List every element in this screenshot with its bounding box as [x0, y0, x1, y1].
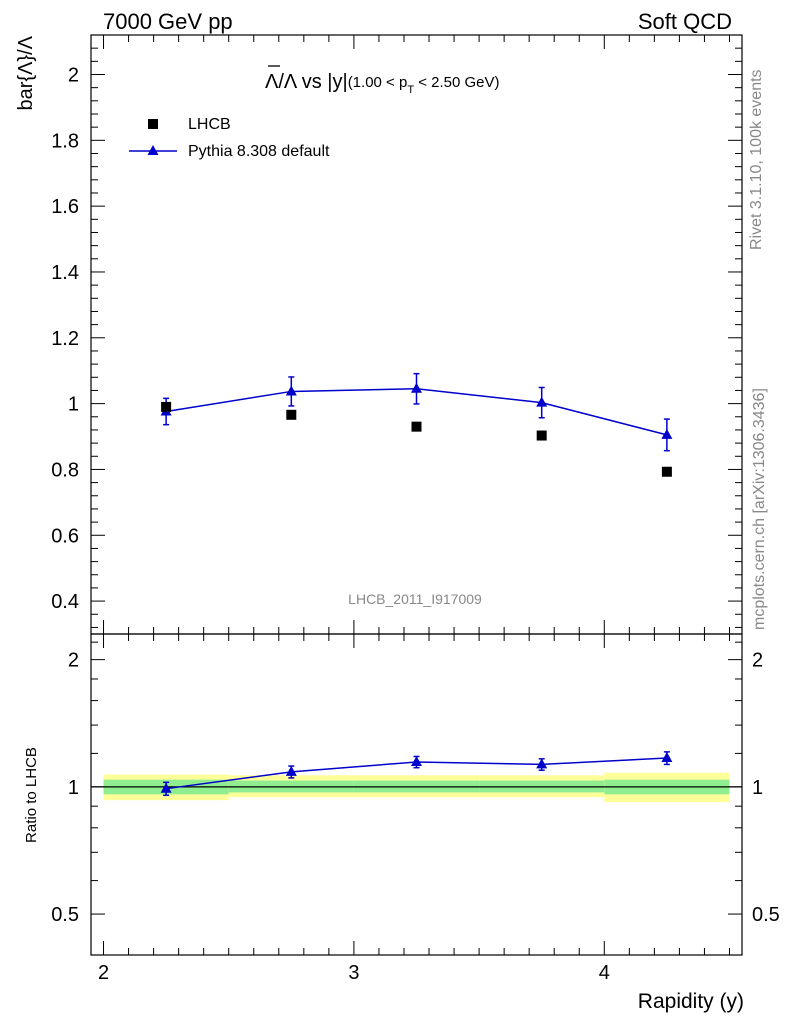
header-left: 7000 GeV pp: [103, 9, 233, 34]
main-ytick-label: 0.8: [51, 459, 79, 481]
ratio-ytick-label: 1: [68, 777, 79, 799]
legend: LHCB Pythia 8.308 default: [129, 116, 330, 160]
legend-mc-label: Pythia 8.308 default: [188, 143, 330, 160]
ratio-mc-point: [285, 765, 297, 776]
ratio-xtick-label: 4: [599, 962, 610, 984]
ratio-xtick-label: 2: [98, 962, 109, 984]
data-point: [411, 421, 422, 432]
main-ytick-label: 0.4: [51, 591, 79, 613]
title-cut-prefix: (1.00 < p: [348, 74, 408, 91]
main-ylabel: bar{Λ}/Λ: [15, 35, 37, 110]
main-ytick-label: 1.6: [51, 196, 79, 218]
legend-mc-marker: [147, 145, 159, 155]
rivet-label: Rivet 3.1.10, 100k events: [748, 69, 765, 250]
ratio-ylabel: Ratio to LHCB: [23, 747, 40, 843]
data-point: [161, 401, 172, 412]
legend-data-marker: [148, 119, 158, 129]
main-ytick-label: 0.6: [51, 525, 79, 547]
title-cut-suffix: < 2.50 GeV): [414, 74, 499, 91]
main-title: Λ/Λ vs |y|(1.00 < pT < 2.50 GeV): [265, 71, 500, 96]
ratio-mc-point: [536, 758, 548, 769]
main-panel: 0.4 0.6 0.8 1 1.2 1.4 1.6 1.8 2 Λ/Λ vs |y|(1.00 …: [15, 34, 743, 635]
main-ytick-label: 1.4: [51, 262, 79, 284]
main-ytick-label: 2: [68, 64, 79, 86]
main-title-text: Λ/Λ vs |y|: [265, 71, 348, 93]
legend-data-label: LHCB: [188, 116, 231, 133]
ratio-xlabel: Rapidity (y): [638, 990, 744, 1013]
ratio-frame: [90, 633, 743, 956]
title-cut-sub: T: [407, 84, 414, 96]
ratio-ytick-label-right: 2: [752, 650, 763, 672]
data-point: [286, 409, 297, 420]
ratio-ytick-label-right: 0.5: [752, 904, 780, 926]
main-ytick-label: 1: [68, 394, 79, 416]
ratio-mc-point: [661, 752, 673, 763]
mc-point: [411, 382, 422, 393]
mcplots-label: mcplots.cern.ch [arXiv:1306.3436]: [751, 388, 768, 630]
ratio-ytick-label: 2: [68, 650, 79, 672]
header-right: Soft QCD: [638, 9, 732, 34]
main-ytick-label: 1.8: [51, 130, 79, 152]
mc-point: [536, 396, 548, 407]
data-point: [536, 430, 547, 441]
ratio-ytick-label: 0.5: [51, 904, 79, 926]
data-point: [661, 466, 672, 477]
ratio-mc-point: [160, 782, 172, 793]
ratio-mc-point: [411, 756, 422, 767]
ratio-xtick-label: 3: [348, 962, 359, 984]
ratio-ytick-label-right: 1: [752, 777, 763, 799]
mc-point: [661, 428, 673, 439]
mc-point: [285, 385, 297, 396]
main-ytick-label: 1.2: [51, 328, 79, 350]
ratio-panel: 0.5 0.5 1 1 2 2 2 3 4 Ratio to LHCB Rapidity (y): [23, 633, 780, 1013]
watermark: LHCB_2011_I917009: [348, 591, 482, 607]
